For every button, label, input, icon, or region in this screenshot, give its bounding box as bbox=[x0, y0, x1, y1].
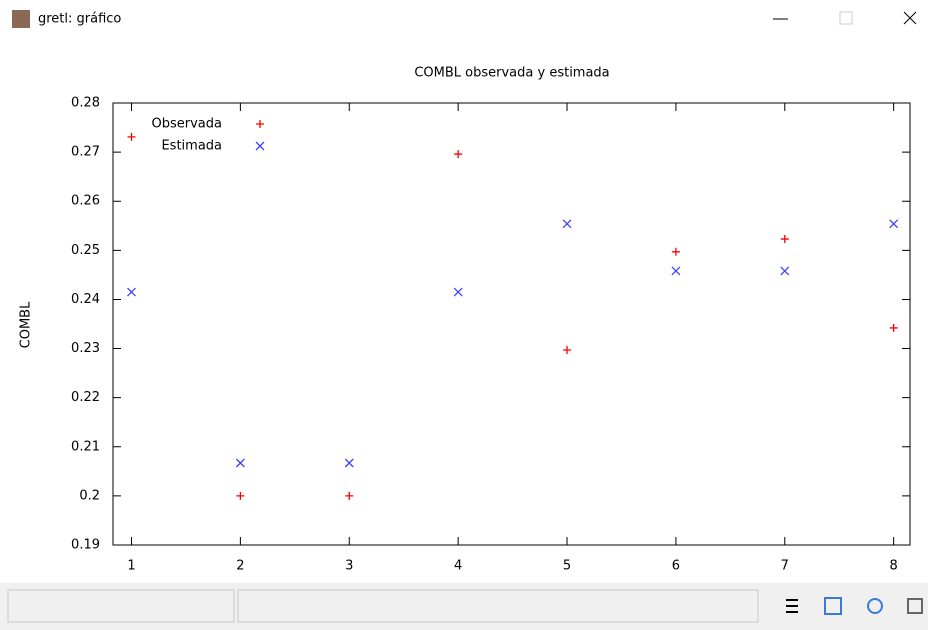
y-tick-label: 0.21 bbox=[71, 439, 100, 454]
x-tick-label: 8 bbox=[890, 559, 898, 574]
plot-frame bbox=[113, 103, 910, 545]
app-icon bbox=[12, 10, 30, 28]
x-tick-label: 2 bbox=[236, 559, 244, 574]
close-button[interactable] bbox=[904, 12, 916, 24]
maximize-button[interactable] bbox=[840, 12, 852, 24]
x-tick-label: 4 bbox=[454, 559, 462, 574]
point bbox=[672, 248, 680, 256]
point bbox=[128, 133, 136, 141]
legend-label: Estimada bbox=[161, 139, 222, 154]
point bbox=[236, 492, 244, 500]
point bbox=[890, 220, 898, 228]
point bbox=[672, 267, 680, 275]
y-axis-label: COMBL bbox=[19, 301, 34, 348]
point bbox=[781, 267, 789, 275]
x-tick-label: 3 bbox=[345, 559, 353, 574]
x-tick-label: 7 bbox=[781, 559, 789, 574]
point bbox=[345, 492, 353, 500]
legend-marker bbox=[256, 120, 264, 128]
point bbox=[128, 288, 136, 296]
point bbox=[890, 324, 898, 332]
point bbox=[563, 220, 571, 228]
y-tick-label: 0.28 bbox=[71, 96, 100, 111]
point bbox=[781, 235, 789, 243]
x-tick-label: 5 bbox=[563, 559, 571, 574]
x-tick-label: 6 bbox=[672, 559, 680, 574]
point bbox=[236, 459, 244, 467]
legend-label: Observada bbox=[152, 117, 222, 132]
status-field bbox=[8, 590, 234, 622]
y-tick-label: 0.23 bbox=[71, 341, 100, 356]
window-title: gretl: gráfico bbox=[38, 12, 121, 27]
point bbox=[563, 346, 571, 354]
window: gretl: gráfico COMBL observada y estimad… bbox=[0, 0, 928, 630]
point bbox=[345, 459, 353, 467]
y-tick-label: 0.27 bbox=[71, 145, 100, 160]
y-tick-label: 0.22 bbox=[71, 390, 100, 405]
y-tick-label: 0.2 bbox=[79, 488, 100, 503]
y-tick-label: 0.19 bbox=[71, 538, 100, 553]
chart-title: COMBL observada y estimada bbox=[414, 66, 609, 81]
legend-marker bbox=[256, 142, 264, 150]
y-tick-label: 0.24 bbox=[71, 292, 100, 307]
x-tick-label: 1 bbox=[127, 559, 135, 574]
point bbox=[454, 150, 462, 158]
point bbox=[454, 288, 462, 296]
status-field bbox=[238, 590, 758, 622]
y-tick-label: 0.25 bbox=[71, 243, 100, 258]
y-tick-label: 0.26 bbox=[71, 194, 100, 209]
page: gretl: gráfico COMBL observada y estimad… bbox=[0, 0, 928, 630]
